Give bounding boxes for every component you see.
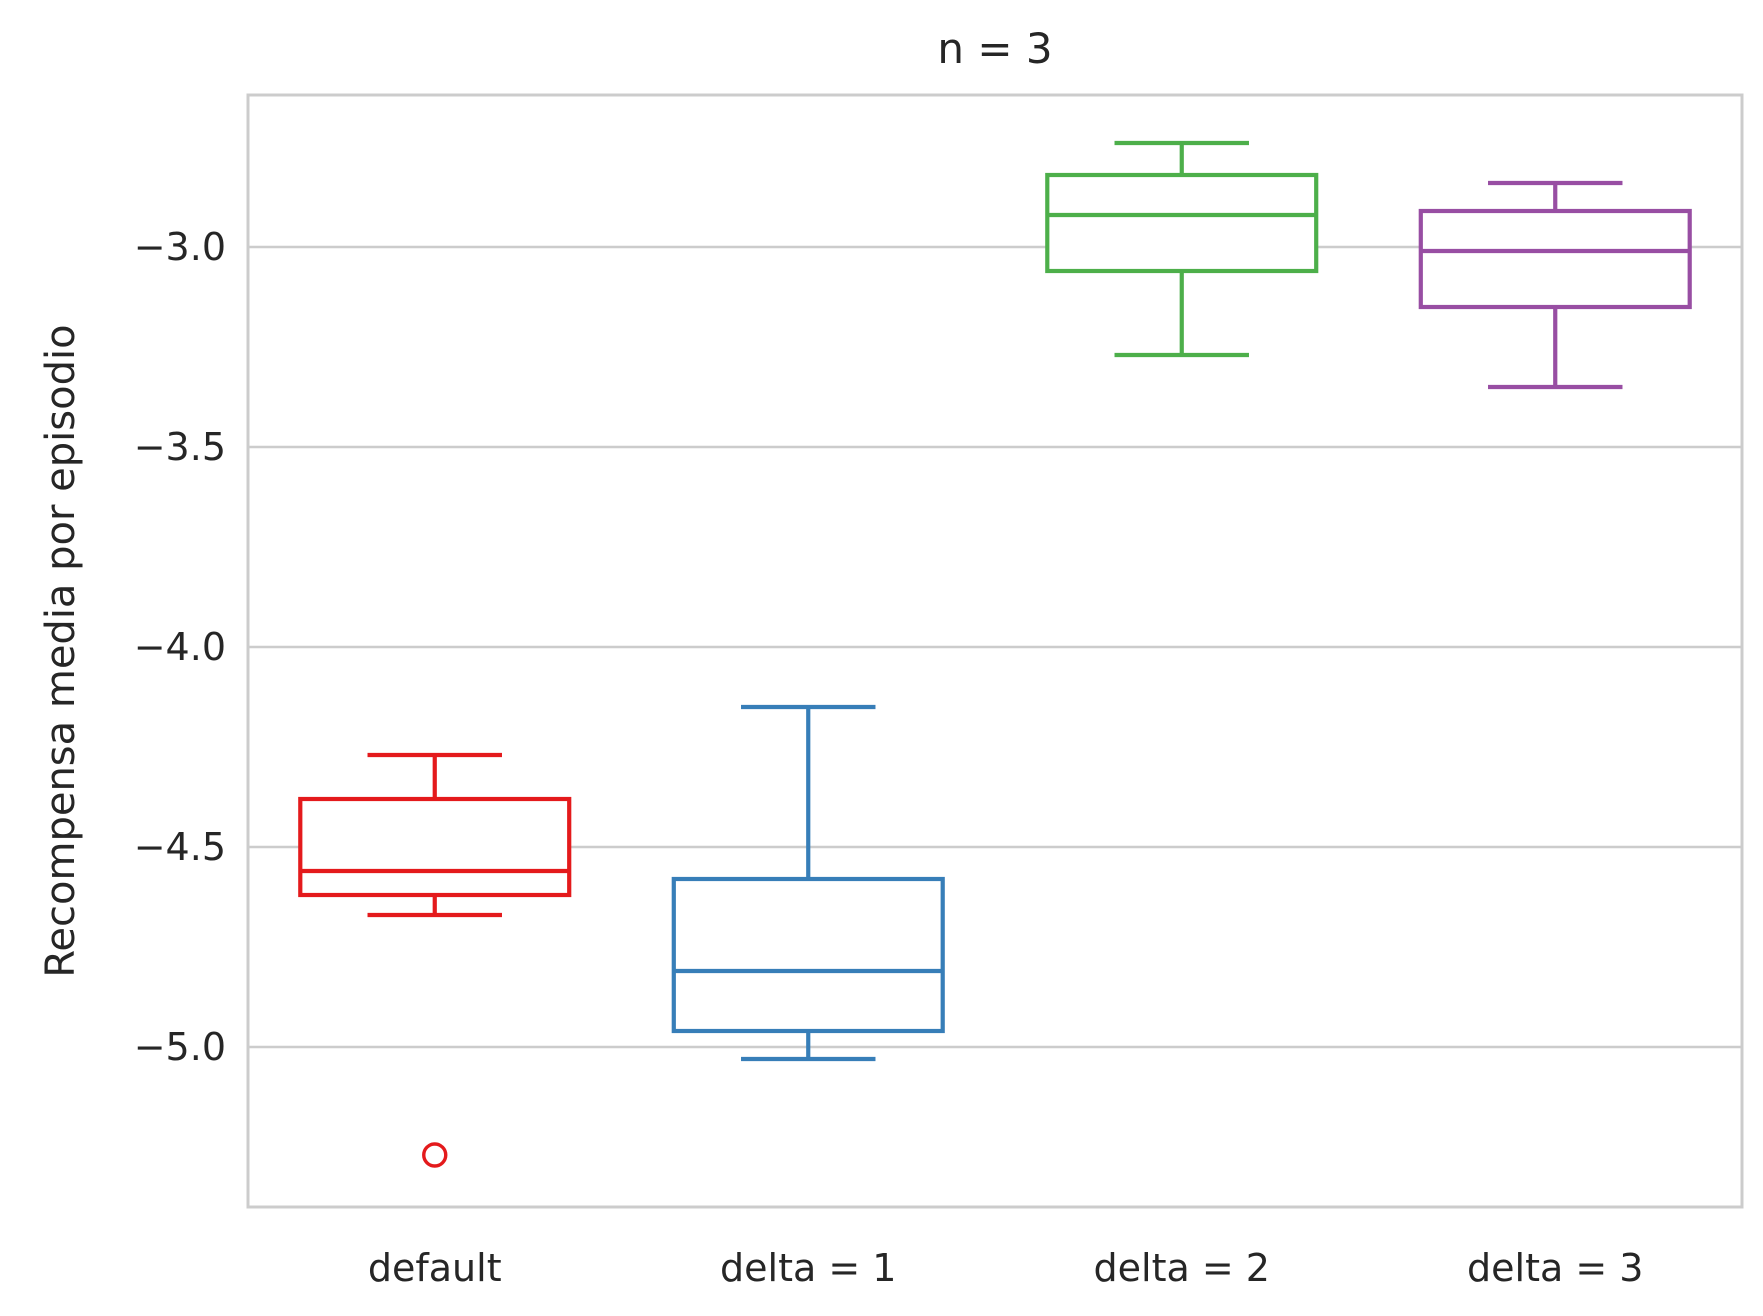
box-delta-2 xyxy=(1045,140,1319,358)
chart-title: n = 3 xyxy=(937,24,1052,73)
x-tick-label: delta = 2 xyxy=(1094,1246,1270,1290)
y-tick-label: −4.5 xyxy=(134,825,226,869)
x-tick-labels: default delta = 1 delta = 2 delta = 3 xyxy=(368,1246,1644,1290)
iqr-box xyxy=(298,796,572,898)
iqr-box xyxy=(671,876,945,1034)
box-default xyxy=(298,752,572,1168)
y-tick-labels: −3.0 −3.5 −4.0 −4.5 −5.0 xyxy=(134,225,226,1069)
x-tick-label: delta = 1 xyxy=(720,1246,896,1290)
box-delta-3 xyxy=(1418,180,1692,390)
y-tick-label: −3.5 xyxy=(134,425,226,469)
iqr-box xyxy=(1418,208,1692,310)
x-tick-label: default xyxy=(368,1246,502,1290)
y-tick-label: −4.0 xyxy=(134,625,226,669)
y-tick-label: −5.0 xyxy=(134,1025,226,1069)
outlier-point xyxy=(422,1142,448,1168)
box-delta-1 xyxy=(671,704,945,1062)
y-tick-label: −3.0 xyxy=(134,225,226,269)
box-series xyxy=(298,140,1692,1168)
x-tick-label: delta = 3 xyxy=(1467,1246,1643,1290)
iqr-box xyxy=(1045,172,1319,274)
plot-frame xyxy=(246,93,1744,1209)
y-axis-title: Recompensa media por episodio xyxy=(38,324,84,977)
